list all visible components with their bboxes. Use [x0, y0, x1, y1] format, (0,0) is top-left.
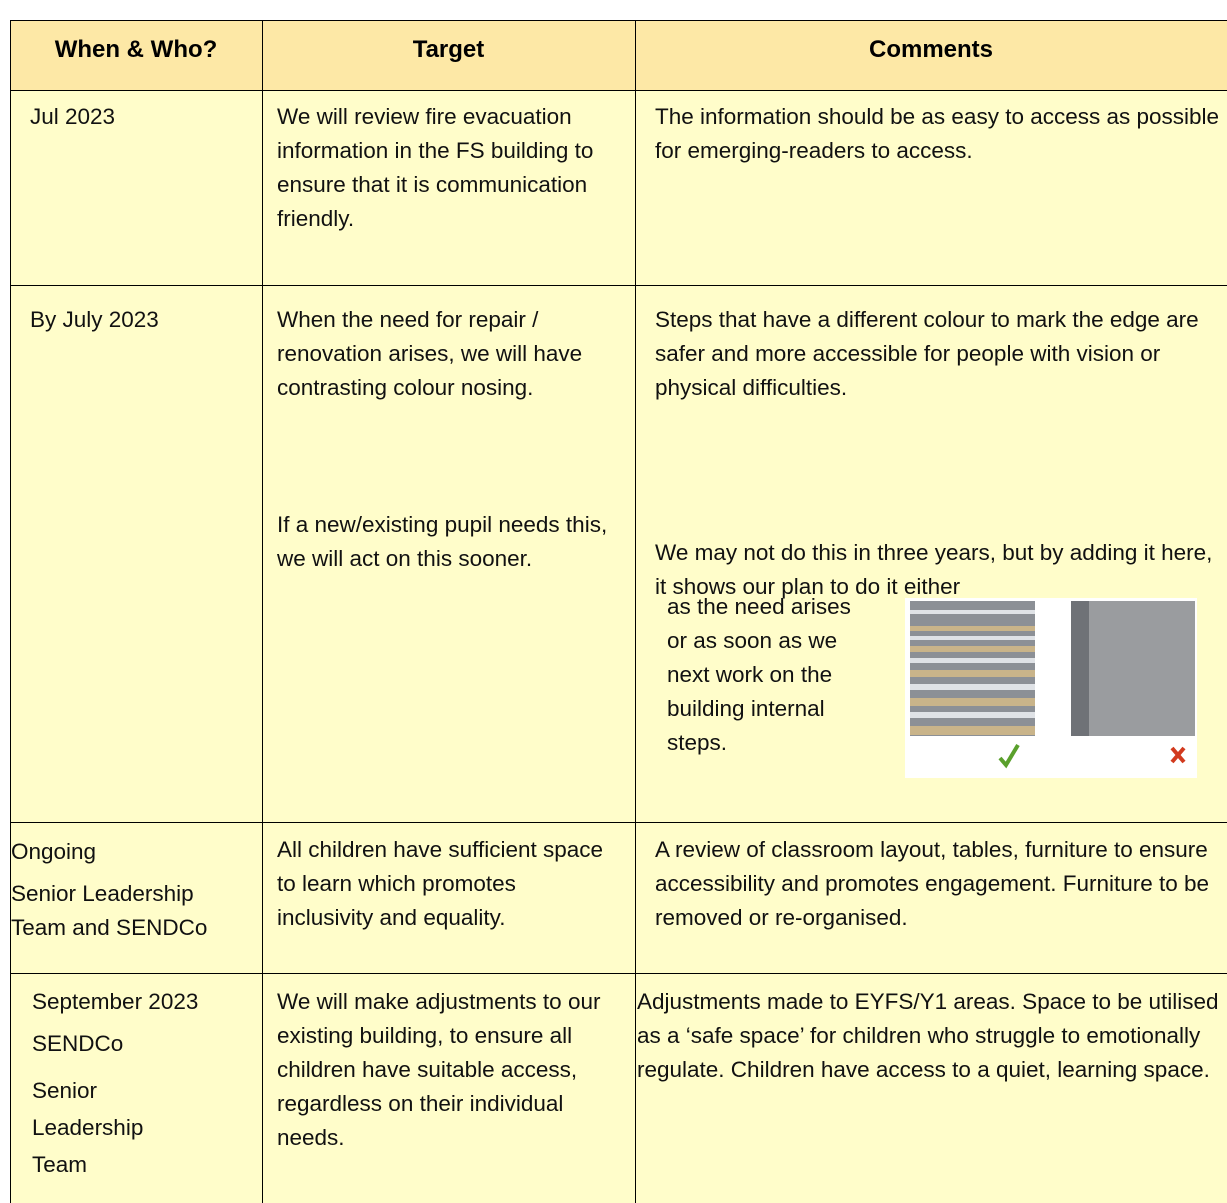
cell-text: Steps that have a different colour to ma…	[655, 307, 1199, 400]
cell-text: If a new/existing pupil needs this, we w…	[277, 512, 608, 571]
rule	[635, 20, 636, 1203]
rule	[10, 20, 1227, 21]
rule	[10, 90, 1227, 91]
header-bg	[10, 20, 1227, 90]
column-header: When & Who?	[54, 36, 218, 63]
rule	[262, 20, 263, 1203]
cell-text: Ongoing	[11, 839, 97, 864]
cell-text: Senior Leadership Team	[32, 1078, 144, 1177]
cell-text: We may not do this in three years, but b…	[655, 540, 1213, 599]
cell-text: The information should be as easy to acc…	[655, 104, 1220, 163]
cell-text: Adjustments made to EYFS/Y1 areas. Space…	[637, 989, 1219, 1082]
column-header: Comments	[868, 36, 994, 63]
cell-text: September 2023	[32, 989, 199, 1014]
cell-text: When the need for repair / renovation ar…	[277, 307, 583, 400]
column-header: Target	[412, 36, 485, 63]
cell-text: as the need arises or as soon as we next…	[667, 594, 851, 755]
cell-text: Senior Leadership Team and SENDCo	[11, 881, 208, 940]
cell-text: SENDCo	[32, 1031, 124, 1056]
rule	[10, 973, 1227, 974]
cell-text: A review of classroom layout, tables, fu…	[655, 837, 1210, 930]
rule	[10, 285, 1227, 286]
cell-text: Jul 2023	[30, 104, 116, 129]
cell-text: By July 2023	[30, 307, 159, 332]
rule	[10, 822, 1227, 823]
cell-text: We will make adjustments to our existing…	[277, 989, 601, 1150]
stairs-image	[905, 598, 1197, 778]
rule	[10, 20, 11, 1203]
cell-text: All children have sufficient space to le…	[277, 837, 604, 930]
cell-text: We will review fire evacuation informati…	[277, 104, 594, 231]
